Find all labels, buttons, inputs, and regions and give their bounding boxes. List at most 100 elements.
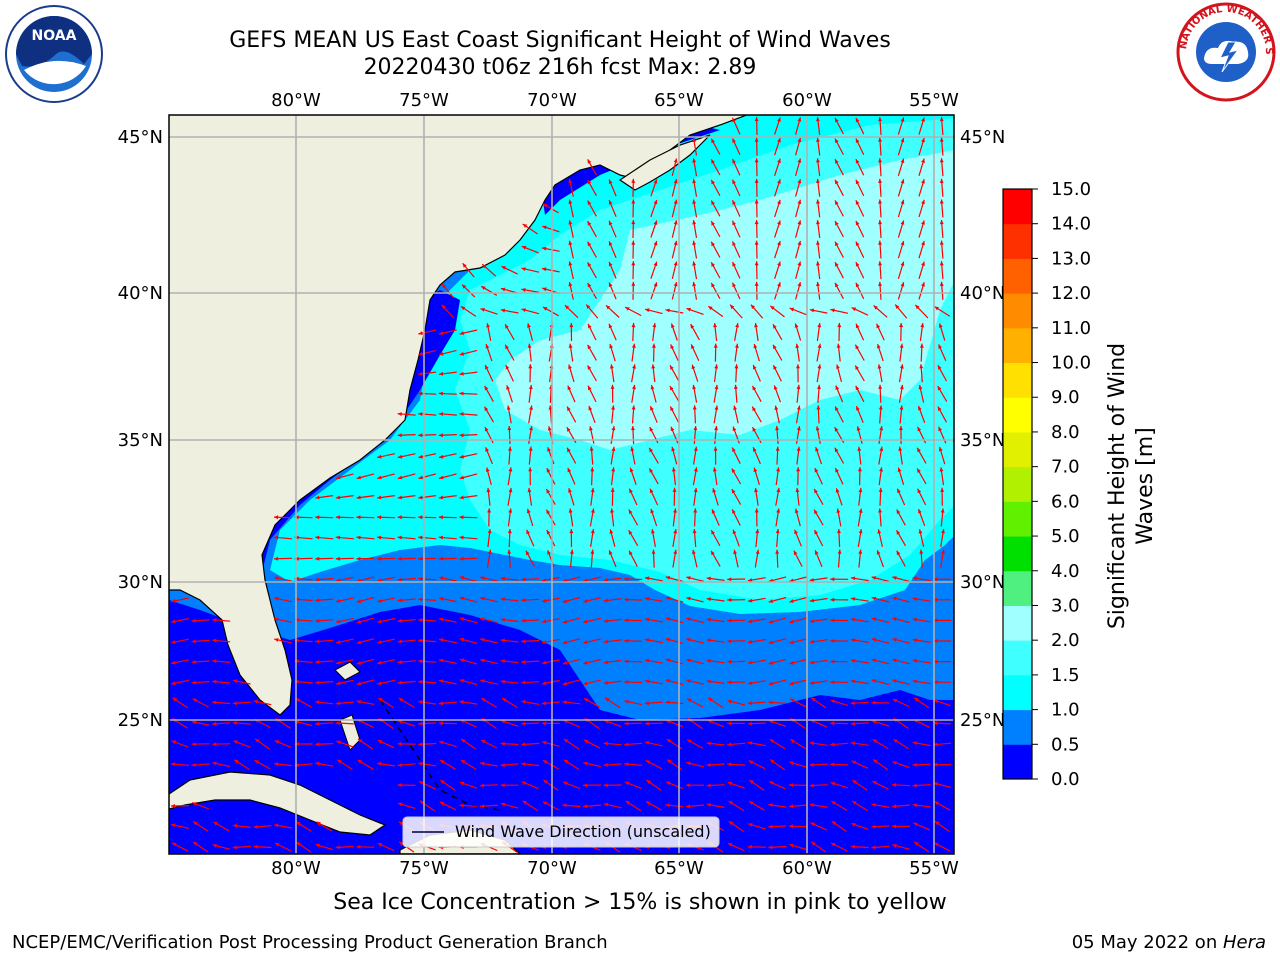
wave-arrow-head [797, 240, 802, 246]
wave-arrow-head [852, 780, 857, 784]
wave-arrow-head [644, 721, 649, 726]
wave-arrow-head [439, 740, 444, 745]
wave-arrow-head [816, 199, 820, 204]
colorbar-tick-label: 0.0 [1051, 769, 1080, 790]
wave-arrow-head [817, 343, 822, 349]
wave-arrow-head [686, 783, 691, 788]
wave-arrow-head [377, 495, 382, 500]
wave-arrow-head [193, 842, 198, 846]
colorbar-tick-label: 13.0 [1051, 248, 1091, 269]
wave-arrow-head [438, 391, 443, 396]
wave-arrow-head [500, 638, 505, 643]
wave-arrow-head [562, 700, 567, 705]
wave-arrow-head [834, 447, 839, 453]
wave-arrow-head [834, 427, 839, 432]
wave-arrow-head [794, 529, 798, 535]
wave-arrow-head [418, 535, 423, 540]
wave-arrow-head [914, 697, 919, 702]
wave-arrow-head [752, 427, 757, 432]
wave-arrow-head [397, 515, 402, 520]
wave-arrow-head [357, 760, 363, 764]
wave-arrow-head [797, 261, 802, 266]
colorbar-segment [1003, 293, 1032, 329]
wave-arrow-head [921, 220, 925, 225]
wave-arrow-head [747, 721, 752, 726]
wave-arrow-head [732, 179, 736, 185]
wave-arrow-head [192, 802, 197, 806]
wave-arrow-head [939, 178, 944, 183]
wave-arrow-head [542, 307, 548, 311]
lon-labels-top: 80°W 75°W 70°W 65°W 60°W 55°W [271, 90, 959, 111]
wave-arrow-head [777, 179, 781, 184]
north-america-land [169, 115, 749, 716]
wave-arrow-head [356, 661, 362, 665]
wave-arrow-head [855, 262, 860, 267]
wave-arrow-head [814, 468, 819, 473]
wave-arrow-head [608, 261, 613, 267]
colorbar-segment [1003, 431, 1032, 468]
wave-arrow-head [631, 323, 636, 328]
wave-arrow-head [542, 246, 547, 251]
wave-arrow-head [713, 323, 717, 328]
wave-arrow-head [692, 137, 697, 143]
wave-arrow-head [336, 475, 341, 480]
wave-arrow-head [563, 781, 568, 786]
colorbar-tick-label: 10.0 [1051, 353, 1091, 374]
wave-arrow-head [673, 508, 677, 513]
wave-arrow-head [253, 824, 258, 829]
colorbar-segment [1003, 640, 1032, 676]
wave-arrow-head [487, 529, 492, 534]
wave-arrow-head [795, 343, 800, 348]
wave-arrow-head [335, 721, 340, 726]
wave-arrow-head [713, 446, 718, 451]
wave-arrow-head [753, 467, 758, 472]
wave-arrow-head [542, 740, 547, 745]
wave-arrow-head [939, 117, 944, 122]
wave-arrow-head [732, 447, 736, 452]
map-field [169, 115, 954, 854]
wave-arrow-head [500, 287, 506, 292]
wave-arrow-head [335, 515, 340, 520]
wave-arrow-head [706, 576, 711, 581]
wave-arrow-head [356, 475, 362, 480]
wave-arrow-head [734, 364, 739, 369]
wave-arrow-head [611, 426, 616, 431]
lat-label: 25°N [960, 710, 1005, 731]
wave-arrow-head [336, 619, 341, 624]
wave-arrow-head [878, 281, 882, 286]
wave-arrow-head [665, 679, 671, 683]
wave-arrow-head [665, 700, 670, 705]
wave-arrow-head [878, 117, 882, 122]
wave-arrow-head [711, 159, 715, 164]
wave-arrow-head [645, 308, 650, 313]
wave-arrow-head [706, 783, 711, 788]
wave-arrow-head [939, 240, 944, 245]
wave-arrow-head [397, 741, 402, 746]
wave-arrow-head [335, 495, 341, 500]
wave-arrow-head [439, 596, 444, 601]
wave-arrow-head [398, 821, 404, 826]
wave-arrow-head [624, 721, 629, 726]
wave-arrow-head [651, 364, 656, 369]
wave-arrow-head [855, 344, 860, 350]
wave-arrow-head [816, 117, 820, 122]
wave-arrow-head [274, 515, 279, 520]
wave-arrow-head [438, 701, 443, 706]
wave-arrow-head [754, 178, 759, 183]
wave-arrow-head [315, 515, 320, 520]
wave-arrow-head [749, 801, 754, 805]
wave-arrow-head [191, 639, 196, 644]
wave-arrow-head [336, 578, 341, 583]
wave-arrow-head [809, 619, 814, 623]
colorbar-segment [1003, 466, 1032, 502]
wave-arrow-head [913, 822, 918, 827]
wave-arrow-head [878, 261, 882, 266]
wave-arrow-head [644, 679, 650, 684]
wave-arrow-head [546, 529, 551, 535]
wave-arrow-head [628, 530, 633, 535]
wave-arrow-head [817, 364, 822, 369]
wave-arrow-head [711, 509, 716, 514]
wave-arrow-head [940, 487, 945, 492]
wave-arrow-head [459, 391, 464, 396]
wave-arrow-head [673, 179, 678, 184]
